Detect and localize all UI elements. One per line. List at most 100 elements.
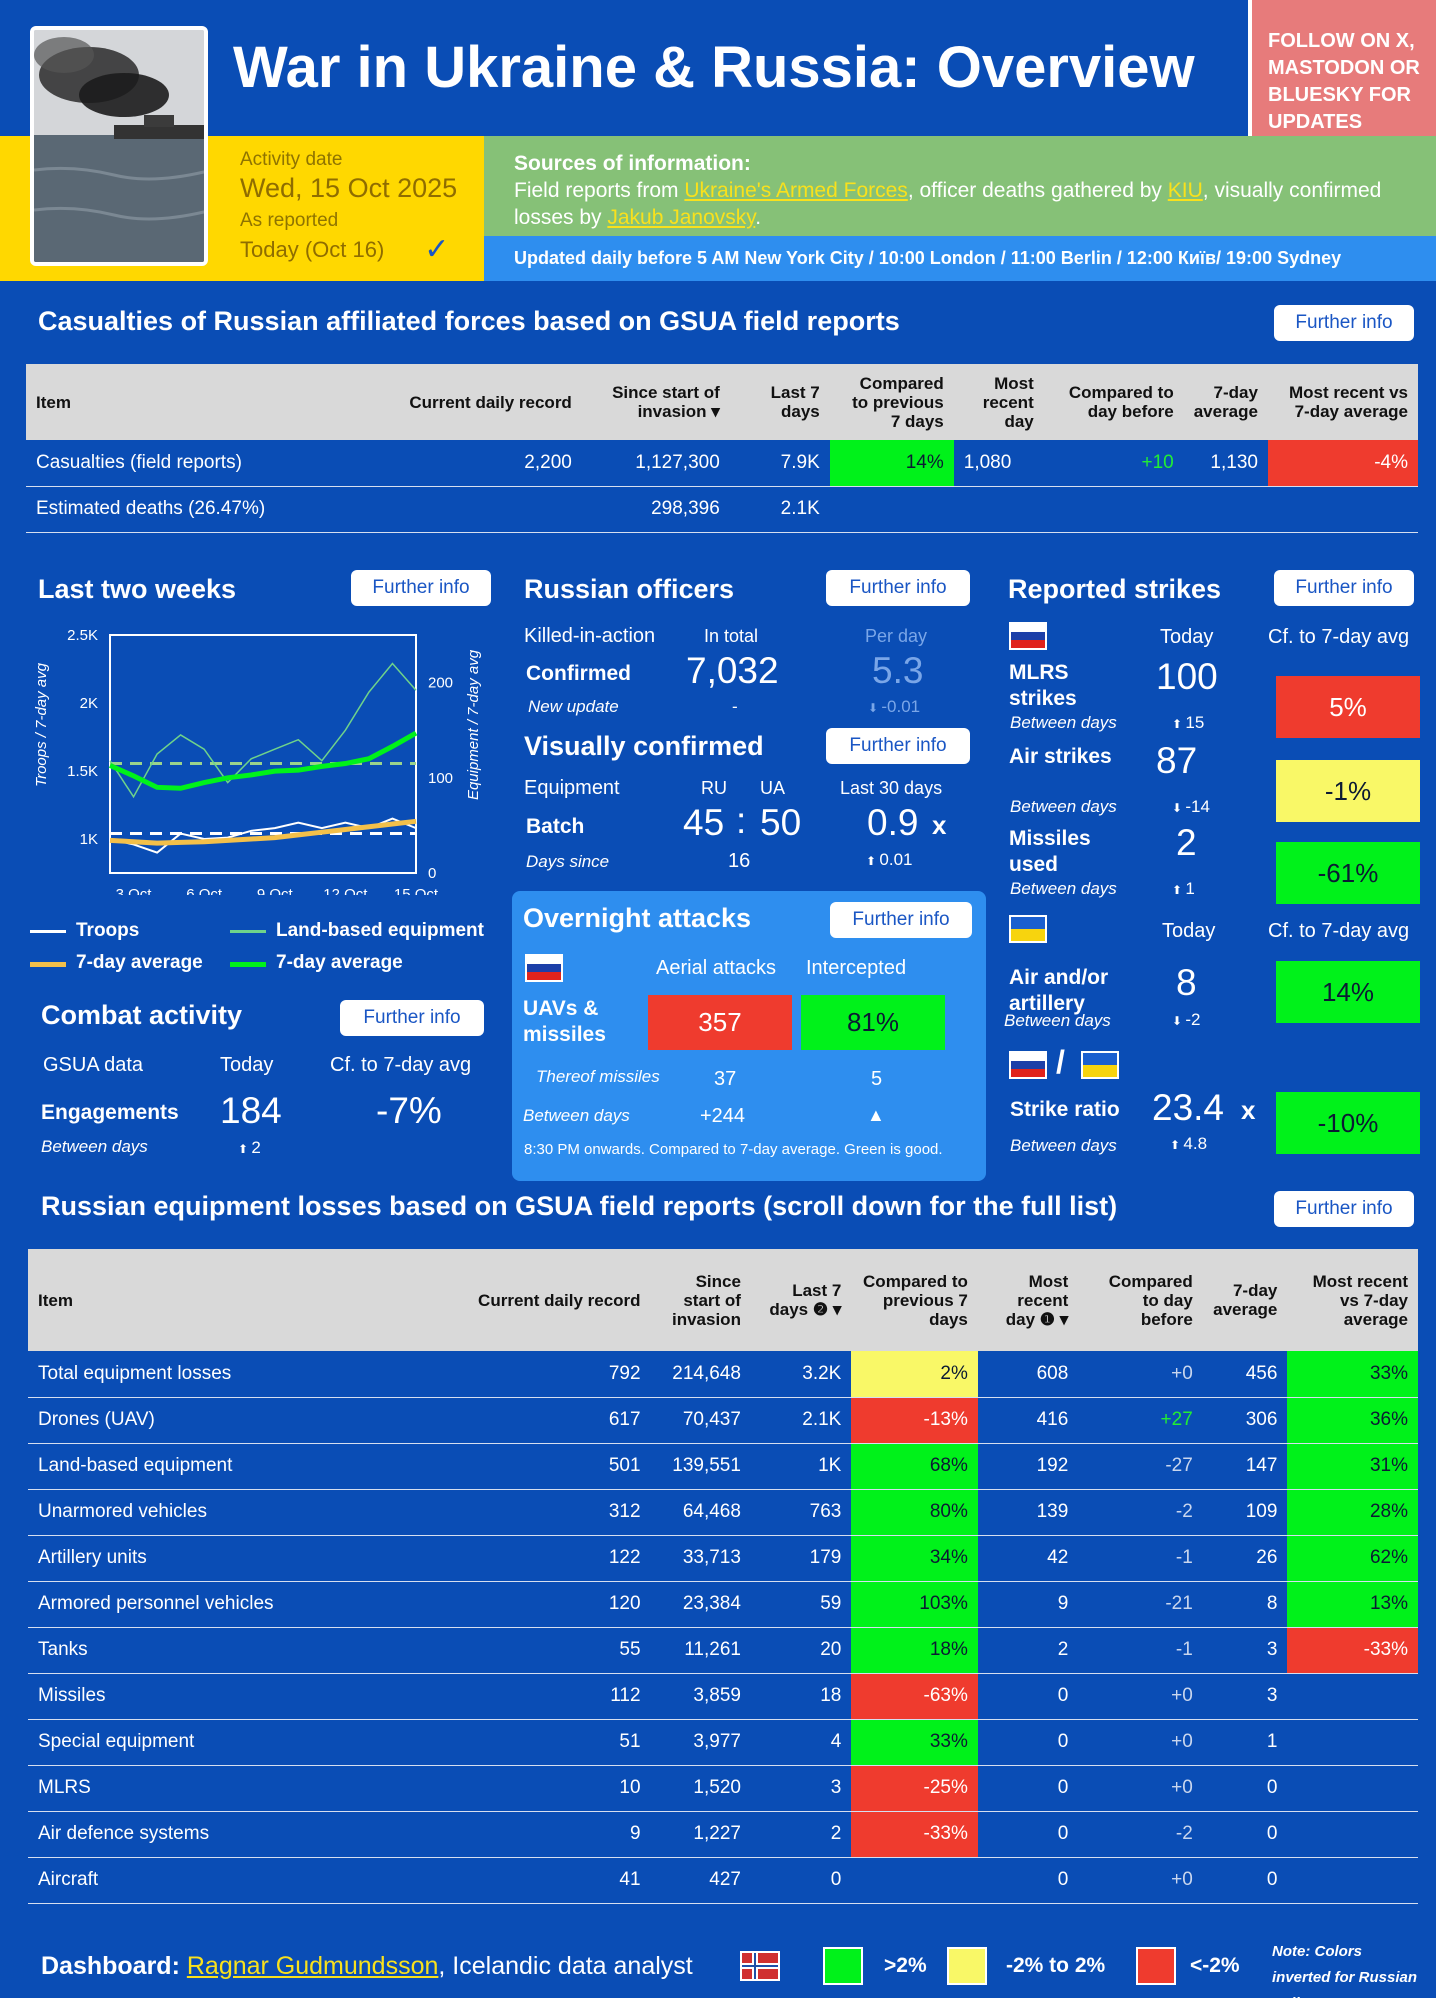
ua-strike-value: 8: [1176, 962, 1197, 1003]
table-cell: [1287, 1765, 1418, 1812]
legend-green-swatch: [823, 1947, 863, 1985]
intercepted-value: 81%: [801, 995, 945, 1050]
legend-green-label: >2%: [884, 1954, 927, 1977]
table-cell: 3: [1202, 1673, 1288, 1720]
further-info-button[interactable]: Further info: [1274, 305, 1414, 341]
link-kiu[interactable]: KIU: [1167, 179, 1203, 202]
table-cell: 112: [409, 1673, 651, 1720]
ua-strike-delta: -2: [1172, 1010, 1200, 1030]
table-cell: 20: [750, 1627, 852, 1674]
between-value: +244: [700, 1105, 746, 1127]
table-cell: 14%: [829, 440, 954, 487]
column-header[interactable]: Last 7 days ❷ ▾: [750, 1249, 852, 1351]
table-cell: 139: [977, 1489, 1079, 1536]
sources-title: Sources of information:: [514, 152, 751, 175]
table-row: Total equipment losses 792 214,648 3.2K 2% 60…: [28, 1351, 1418, 1398]
casualties-title: Casualties of Russian affiliated forces …: [38, 306, 900, 336]
further-info-button[interactable]: Further info: [340, 1000, 484, 1036]
table-cell: 18%: [851, 1627, 978, 1674]
strikes-title: Reported strikes: [1008, 574, 1222, 604]
equipment-label: Equipment: [524, 777, 620, 799]
strikes-cf-label: Cf. to 7-day avg: [1268, 626, 1410, 648]
table-cell: -33%: [851, 1811, 978, 1858]
further-info-button[interactable]: Further info: [830, 902, 972, 938]
table-cell: [1043, 486, 1184, 533]
two-weeks-title: Last two weeks: [38, 574, 237, 604]
link-janovsky[interactable]: Jakub Janovsky: [607, 206, 756, 229]
table-cell: 11,261: [650, 1627, 751, 1674]
table-cell: Missiles: [28, 1673, 410, 1720]
column-header: Most recent vs 7-day average: [1287, 1249, 1418, 1351]
page-title: War in Ukraine & Russia: Overview: [233, 35, 1195, 100]
y-tick-right: 100: [428, 770, 453, 787]
combat-cf-label: Cf. to 7-day avg: [330, 1054, 472, 1076]
legend-land: Land-based equipment: [276, 920, 484, 941]
y-tick-left: 2.5K: [67, 627, 98, 644]
overnight-title: Overnight attacks: [523, 903, 752, 933]
link-ukraine-forces[interactable]: Ukraine's Armed Forces: [684, 179, 908, 202]
table-cell: Tanks: [28, 1627, 410, 1674]
sources-text: , officer deaths gathered by: [907, 179, 1168, 202]
table-row: Casualties (field reports) 2,200 1,127,300…: [26, 440, 1418, 487]
x-tick: 9 Oct: [257, 886, 294, 895]
further-info-button[interactable]: Further info: [351, 570, 491, 606]
legend-equip-avg: 7-day average: [276, 952, 403, 973]
table-cell: 51: [409, 1719, 651, 1766]
between-up-icon: ▲: [867, 1105, 885, 1125]
x-tick: 6 Oct: [186, 886, 223, 895]
table-cell: [375, 486, 582, 533]
table-row: Special equipment 51 3,977 4 33% 0 +0 1: [28, 1719, 1418, 1766]
column-header: Compared to previous 7 days: [851, 1249, 978, 1351]
dashboard-label: Dashboard:: [41, 1952, 187, 1980]
ua-value: 50: [760, 802, 802, 843]
follow-badge[interactable]: FOLLOW ON X, MASTODON OR BLUESKY FOR UPD…: [1248, 0, 1436, 150]
table-cell: 1,520: [650, 1765, 751, 1812]
table-cell: [1287, 1811, 1418, 1858]
table-cell: -1: [1078, 1627, 1203, 1674]
days-since-label: Days since: [526, 852, 610, 871]
table-cell: 2,200: [375, 440, 582, 487]
batch-label: Batch: [526, 815, 585, 838]
x-tick: 15 Oct: [394, 886, 439, 895]
table-cell: 306: [1202, 1397, 1288, 1444]
table-cell: 2: [750, 1811, 852, 1858]
engagements-delta: 2: [238, 1138, 260, 1158]
further-info-button[interactable]: Further info: [1274, 1191, 1414, 1227]
strike-label: Missiles used: [1009, 827, 1091, 876]
further-info-button[interactable]: Further info: [826, 728, 970, 764]
table-cell: 608: [977, 1351, 1079, 1398]
further-info-button[interactable]: Further info: [826, 570, 970, 606]
gsua-label: GSUA data: [43, 1054, 144, 1076]
column-header[interactable]: Since start of invasion ▾: [581, 364, 730, 440]
table-row: Drones (UAV) 617 70,437 2.1K -13% 416 +27 306 36…: [28, 1397, 1418, 1444]
column-header[interactable]: Most recent day ❶ ▾: [977, 1249, 1079, 1351]
between-days-label: Between days: [41, 1137, 148, 1156]
author-link[interactable]: Ragnar Gudmundsson: [186, 1952, 439, 1980]
table-cell: 0: [977, 1719, 1079, 1766]
table-cell: -1: [1078, 1535, 1203, 1582]
officers-dash: -: [732, 697, 738, 716]
strikes-cf-label: Cf. to 7-day avg: [1268, 920, 1410, 942]
table-cell: 617: [409, 1397, 651, 1444]
table-cell: 42: [977, 1535, 1079, 1582]
table-cell: 1,227: [650, 1811, 751, 1858]
strike-ratio-label: Strike ratio: [1010, 1098, 1120, 1121]
table-cell: Armored personnel vehicles: [28, 1581, 410, 1628]
table-row: Air defence systems 9 1,227 2 -33% 0 -2 0: [28, 1811, 1418, 1858]
table-cell: MLRS: [28, 1765, 410, 1812]
table-cell: 34%: [851, 1535, 978, 1582]
table-cell: 312: [409, 1489, 651, 1536]
table-cell: 0: [977, 1673, 1079, 1720]
russia-flag-icon: [1009, 1051, 1047, 1079]
between-days-label: Between days: [523, 1106, 630, 1125]
header-photo: [30, 26, 208, 266]
table-cell: 9: [409, 1811, 651, 1858]
strike-delta: -14: [1172, 797, 1210, 817]
plot-frame: [109, 634, 417, 874]
table-cell: 3,977: [650, 1719, 751, 1766]
table-cell: 80%: [851, 1489, 978, 1536]
further-info-button[interactable]: Further info: [1274, 570, 1414, 606]
column-header: Current daily record: [409, 1249, 651, 1351]
update-schedule: Updated daily before 5 AM New York City …: [484, 236, 1436, 281]
strike-today: 87: [1156, 740, 1198, 781]
